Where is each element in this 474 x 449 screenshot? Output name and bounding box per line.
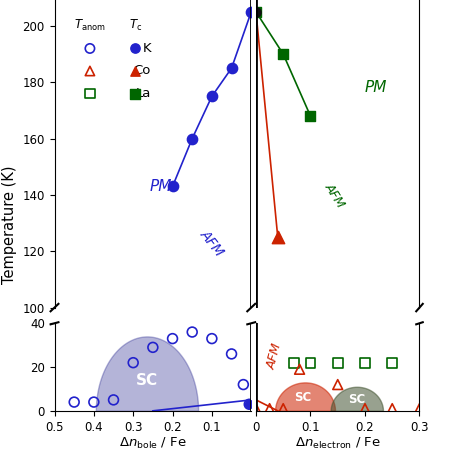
Text: La: La bbox=[136, 87, 151, 100]
Point bbox=[266, 405, 273, 412]
Point bbox=[90, 399, 98, 406]
Point bbox=[389, 405, 396, 412]
Point bbox=[239, 381, 247, 388]
Point bbox=[361, 405, 369, 412]
Point bbox=[86, 45, 94, 52]
Text: K: K bbox=[142, 42, 151, 55]
Point bbox=[290, 359, 298, 366]
Text: Temperature (K): Temperature (K) bbox=[2, 165, 17, 284]
Point bbox=[188, 135, 196, 142]
Text: SC: SC bbox=[348, 393, 365, 406]
Text: SC: SC bbox=[294, 391, 311, 404]
Point bbox=[228, 350, 235, 357]
Text: AFM: AFM bbox=[265, 342, 285, 370]
Point bbox=[129, 359, 137, 366]
X-axis label: $\Delta n_{\rm electron}$ / Fe: $\Delta n_{\rm electron}$ / Fe bbox=[295, 436, 381, 449]
Point bbox=[247, 8, 255, 15]
Text: $T_{\rm c}$: $T_{\rm c}$ bbox=[128, 18, 142, 34]
Point bbox=[228, 65, 235, 72]
Text: AFM: AFM bbox=[322, 180, 347, 210]
Point bbox=[389, 359, 396, 366]
Text: AFM: AFM bbox=[197, 227, 227, 259]
Point bbox=[361, 359, 369, 366]
Point bbox=[208, 335, 216, 342]
Point bbox=[131, 45, 139, 52]
Text: PM: PM bbox=[365, 80, 387, 95]
Point bbox=[246, 401, 253, 408]
Text: $T_{\rm anom}$: $T_{\rm anom}$ bbox=[74, 18, 106, 34]
X-axis label: $\Delta n_{\rm bole}$ / Fe: $\Delta n_{\rm bole}$ / Fe bbox=[119, 436, 187, 449]
Point bbox=[252, 8, 260, 15]
Point bbox=[70, 399, 78, 406]
Point bbox=[280, 405, 287, 412]
Point bbox=[252, 8, 260, 15]
Point bbox=[131, 90, 139, 97]
Text: Co: Co bbox=[134, 65, 151, 78]
Point bbox=[274, 233, 282, 241]
Point bbox=[169, 183, 176, 190]
Point bbox=[246, 401, 253, 408]
Point bbox=[131, 67, 139, 75]
Point bbox=[86, 67, 94, 75]
Text: SC: SC bbox=[136, 373, 158, 387]
Point bbox=[188, 329, 196, 336]
Point bbox=[280, 50, 287, 57]
Point bbox=[296, 365, 303, 373]
Point bbox=[307, 112, 314, 119]
Point bbox=[208, 93, 216, 100]
Point bbox=[307, 359, 314, 366]
Text: PM: PM bbox=[149, 179, 172, 194]
Point bbox=[334, 381, 341, 388]
Point bbox=[334, 359, 341, 366]
Point bbox=[109, 396, 117, 404]
Point bbox=[149, 344, 156, 351]
Point bbox=[252, 405, 260, 412]
Point bbox=[169, 335, 176, 342]
Point bbox=[416, 405, 423, 412]
Point bbox=[86, 90, 94, 97]
